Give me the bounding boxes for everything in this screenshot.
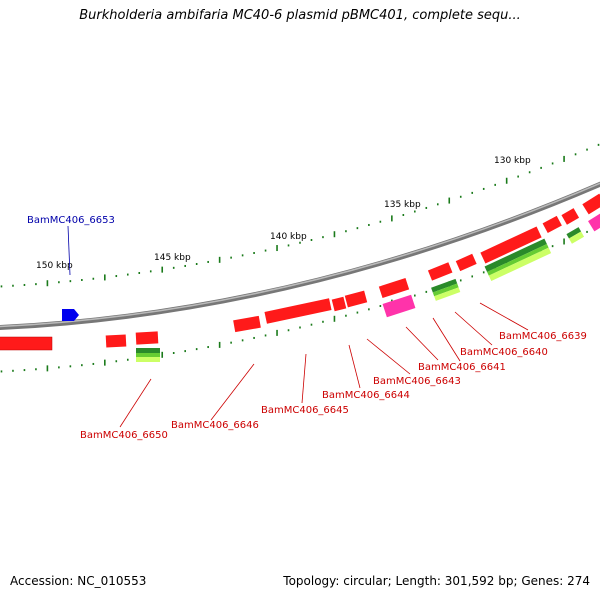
gene-arrow[interactable] [382,294,416,318]
gene-label-6643[interactable]: BamMC406_6643 [373,376,461,387]
gene-label-6644[interactable]: BamMC406_6644 [322,390,410,401]
gene-arrow[interactable] [331,296,347,312]
gene-label-6645[interactable]: BamMC406_6645 [261,405,349,416]
plasmid-backbone-highlight [0,182,600,328]
scale-label-130: 130 kbp [494,156,531,166]
gene-arrow[interactable] [588,212,600,232]
scale-label-150: 150 kbp [36,261,73,271]
rna-features [136,227,585,362]
outer-scale-ticks [0,143,600,288]
forward-strand-genes [0,193,600,351]
gene-label-6646[interactable]: BamMC406_6646 [171,420,259,431]
gene-label-6641[interactable]: BamMC406_6641 [418,362,506,373]
gene-arrow[interactable] [233,315,261,333]
label-leader [67,225,71,276]
accession-text: Accession: NC_010553 [10,574,147,588]
gene-arrow[interactable] [542,215,562,234]
gene-label-6653[interactable]: BamMC406_6653 [27,215,115,226]
gene-arrow[interactable] [561,208,580,225]
gene-arrow[interactable] [264,298,332,324]
gene-label-6640[interactable]: BamMC406_6640 [460,347,548,358]
gene-arrow[interactable] [378,277,410,299]
highlighted-gene-arrow[interactable] [62,309,79,321]
gene-arrow[interactable] [135,331,159,345]
scale-label-140: 140 kbp [270,232,307,242]
map-title: Burkholderia ambifaria MC40-6 plasmid pB… [79,8,521,23]
gene-label-6639[interactable]: BamMC406_6639 [499,331,587,342]
gene-arrow[interactable] [105,334,127,348]
gene-arrow[interactable] [582,193,600,215]
gene-arrow[interactable] [480,226,542,264]
scale-label-145: 145 kbp [154,253,191,263]
plasmid-backbone [0,181,600,331]
gene-arrow[interactable] [0,336,53,351]
gene-arrow[interactable] [427,262,453,281]
label-leaders [119,302,529,428]
gene-label-6650[interactable]: BamMC406_6650 [80,430,168,441]
scale-label-135: 135 kbp [384,200,421,210]
gene-arrow[interactable] [344,290,368,308]
summary-text: Topology: circular; Length: 301,592 bp; … [283,574,590,588]
gene-arrow[interactable] [455,253,477,272]
